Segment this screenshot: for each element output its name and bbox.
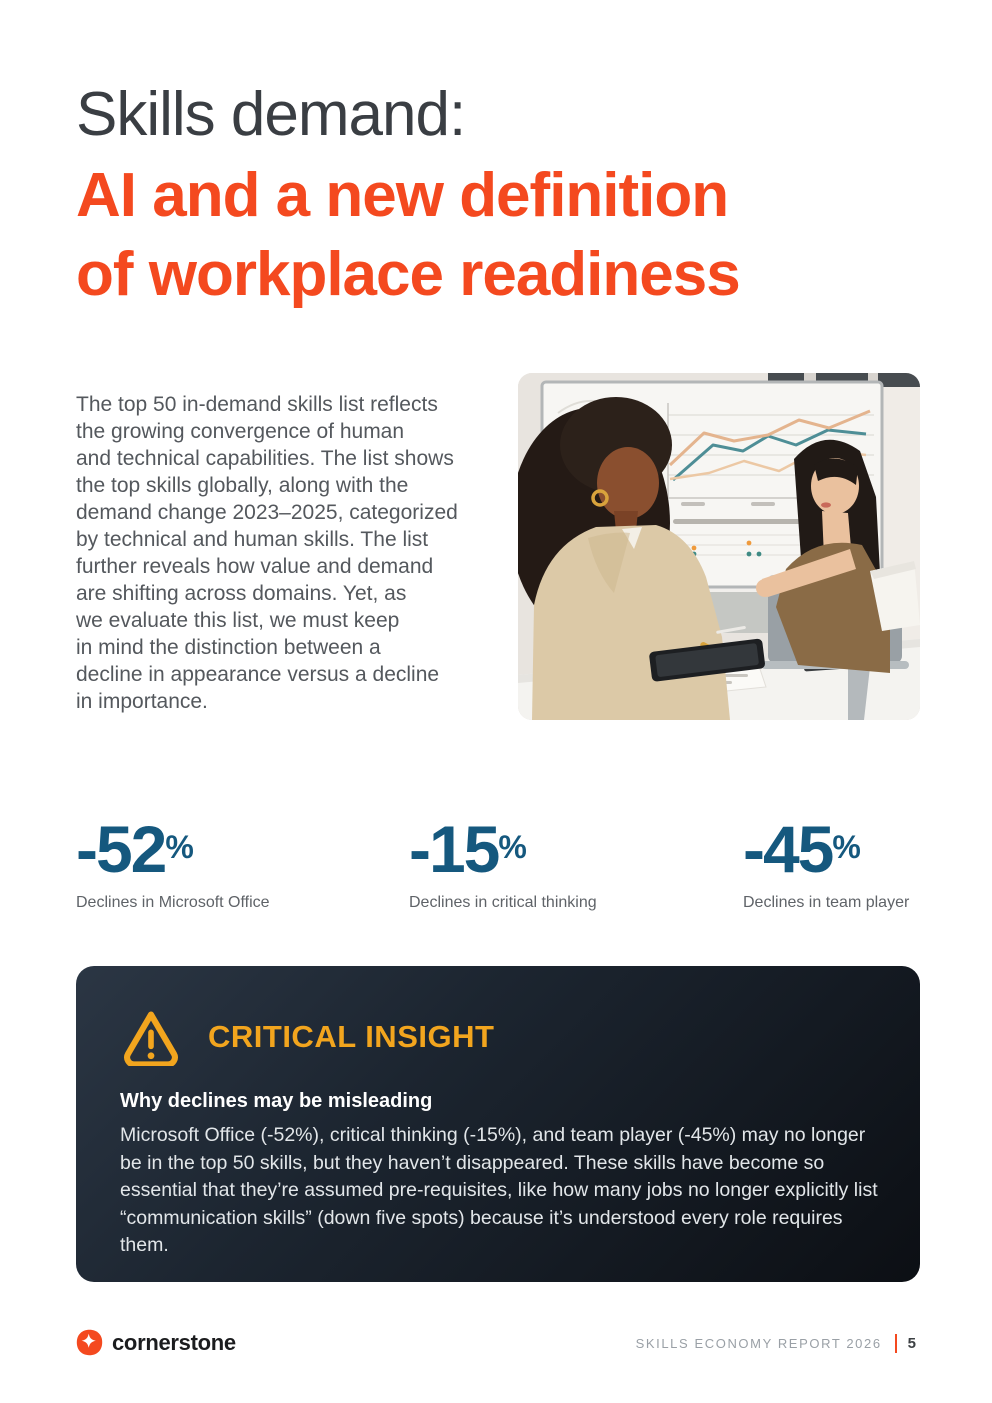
footer-divider — [894, 1334, 897, 1353]
insight-body: Microsoft Office (-52%), critical thinki… — [120, 1124, 878, 1256]
page-number: 5 — [907, 1335, 916, 1352]
insight-title: CRITICAL INSIGHT — [208, 1019, 495, 1054]
insight-subheading: Why declines may be misleading — [120, 1090, 433, 1112]
insight-header: CRITICAL INSIGHT — [120, 1008, 876, 1066]
critical-insight-card: CRITICAL INSIGHT Why declines may be mis… — [76, 966, 920, 1282]
footer-brand: cornerstone — [76, 1329, 236, 1356]
brand-wordmark: cornerstone — [112, 1329, 236, 1355]
right-person-graphic — [756, 439, 920, 673]
report-name: SKILLS ECONOMY REPORT 2026 — [635, 1336, 882, 1351]
page-title-main: AI and a new definition of workplace rea… — [76, 161, 741, 309]
stat-microsoft-office: -52% Declines in Microsoft Office — [76, 816, 270, 912]
meeting-photo-graphic — [518, 373, 920, 720]
stat-label: Declines in team player — [743, 894, 910, 911]
stat-unit: % — [165, 829, 194, 865]
page-title-kicker: Skills demand: — [76, 80, 466, 149]
stat-team-player: -45% Declines in team player — [743, 816, 909, 912]
stats-row: -52% Declines in Microsoft Office -15% D… — [76, 816, 916, 916]
stat-value: -52% — [76, 812, 194, 886]
stat-value: -45% — [743, 812, 861, 886]
intro-paragraph: The top 50 in-demand skills list reflect… — [76, 393, 458, 713]
stat-unit: % — [498, 829, 527, 865]
tablet-graphic — [649, 638, 765, 682]
stat-label: Declines in critical thinking — [409, 894, 597, 911]
stat-label: Declines in Microsoft Office — [76, 894, 270, 911]
stat-value: -15% — [409, 812, 527, 886]
warning-triangle-icon — [124, 1011, 178, 1066]
page-title: Skills demand: AI and a new definition o… — [76, 76, 916, 314]
stat-critical-thinking: -15% Declines in critical thinking — [409, 816, 597, 912]
cornerstone-logo-icon — [76, 1329, 103, 1356]
photo-illustration — [518, 373, 920, 720]
stat-unit: % — [832, 829, 861, 865]
footer-meta: SKILLS ECONOMY REPORT 2026 5 — [636, 1334, 916, 1353]
